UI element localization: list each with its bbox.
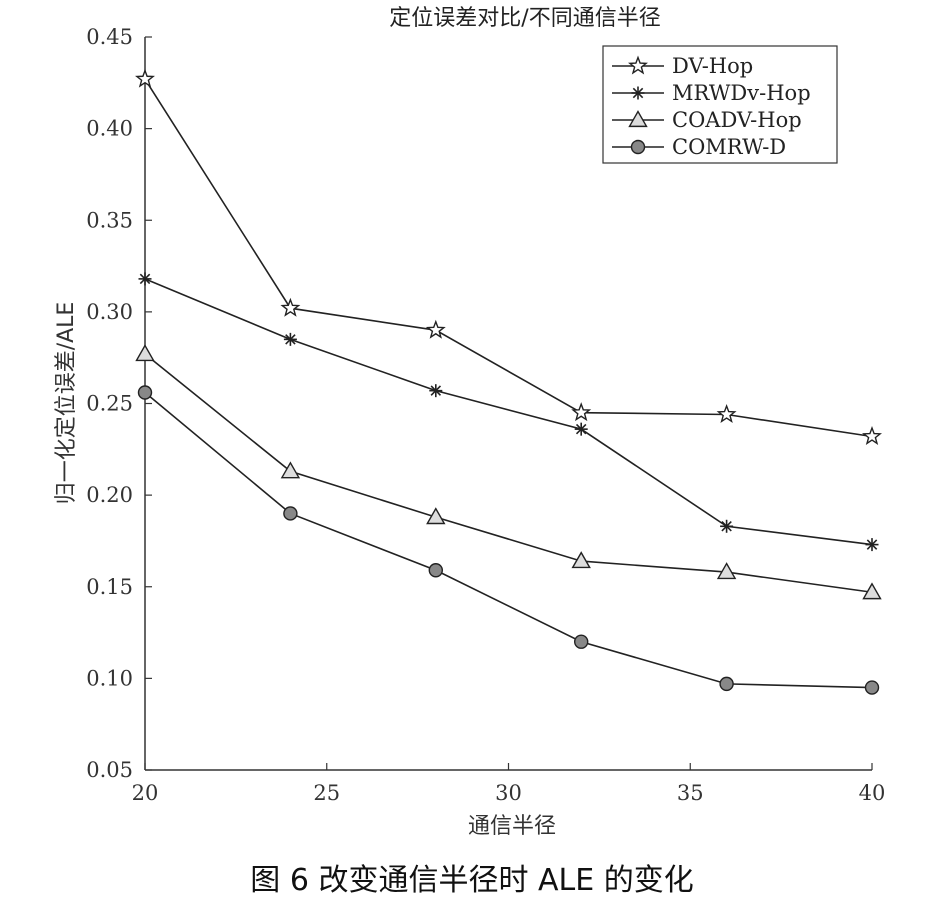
- data-point-coadv-hop: [280, 461, 301, 479]
- series-line-coadv-hop: [144, 353, 873, 594]
- y-tick-label: 0.10: [86, 666, 133, 690]
- legend-item-mrwdv-hop: MRWDv-Hop: [612, 81, 811, 105]
- series-line-comrw-d: [144, 391, 873, 689]
- y-tick-label: 0.45: [86, 25, 133, 49]
- data-point-coadv-hop: [571, 551, 591, 569]
- data-point-mrwdv-hop: [720, 519, 734, 533]
- y-tick-label: 0.25: [86, 392, 133, 416]
- data-point-comrw-d: [137, 385, 153, 400]
- data-point-dv-hop: [425, 319, 446, 339]
- data-point-coadv-hop: [426, 507, 446, 525]
- legend-marker: [628, 110, 648, 128]
- data-point-coadv-hop: [862, 582, 882, 600]
- x-ticks: 20 25 30 35 40: [132, 763, 886, 805]
- series-line-mrwdv-hop: [144, 278, 873, 546]
- legend-label: MRWDv-Hop: [672, 81, 811, 105]
- data-point-dv-hop: [716, 404, 737, 423]
- legend-marker: [631, 86, 645, 100]
- y-tick-label: 0.30: [86, 300, 133, 324]
- y-axis-title: 归一化定位误差/ALE: [54, 302, 79, 505]
- data-point-dv-hop: [280, 297, 301, 317]
- data-point-dv-hop: [571, 402, 592, 422]
- figure-caption: 图 6 改变通信半径时 ALE 的变化: [250, 863, 693, 898]
- y-tick-label: 0.15: [86, 575, 133, 599]
- series-mrwdv-hop: [138, 272, 879, 552]
- data-point-dv-hop: [862, 425, 882, 445]
- data-point-mrwdv-hop: [138, 272, 152, 286]
- data-point-comrw-d: [283, 506, 298, 521]
- legend-item-dv-hop: DV-Hop: [612, 54, 753, 78]
- data-point-dv-hop: [135, 68, 155, 88]
- x-tick-label: 35: [677, 781, 704, 805]
- y-tick-label: 0.35: [86, 208, 133, 232]
- series-coadv-hop: [135, 344, 882, 600]
- series-comrw-d: [137, 385, 880, 695]
- legend-label: DV-Hop: [672, 54, 753, 78]
- y-tick-label: 0.05: [86, 758, 133, 782]
- legend-label: COMRW-D: [672, 135, 786, 159]
- x-tick-label: 25: [313, 781, 340, 805]
- data-point-comrw-d: [574, 634, 589, 649]
- x-axis-title: 通信半径: [468, 814, 556, 839]
- x-tick-label: 20: [132, 781, 159, 805]
- legend: DV-Hop MRWDv-Hop COADV-Hop COMRW-D: [602, 45, 838, 164]
- data-point-mrwdv-hop: [283, 332, 297, 346]
- y-tick-label: 0.20: [86, 483, 133, 507]
- plot-area: 20 25 30 35 40 0.050.100.150.200.250.300.350…: [86, 25, 885, 805]
- data-point-coadv-hop: [135, 344, 155, 362]
- data-point-comrw-d: [864, 680, 880, 695]
- data-point-mrwdv-hop: [429, 384, 443, 398]
- series-line-dv-hop: [144, 78, 873, 438]
- x-tick-label: 40: [859, 781, 886, 805]
- legend-item-comrw-d: COMRW-D: [612, 135, 786, 159]
- x-tick-label: 30: [495, 781, 522, 805]
- legend-label: COADV-Hop: [672, 108, 802, 132]
- y-tick-label: 0.40: [86, 117, 133, 141]
- legend-item-coadv-hop: COADV-Hop: [612, 108, 802, 132]
- series-dv-hop: [135, 68, 882, 445]
- data-point-mrwdv-hop: [865, 538, 879, 552]
- y-ticks: 0.05 0.10 0.15 0.20 0.25 0.30 0.35 0.40 0.45: [86, 25, 152, 782]
- data-point-comrw-d: [428, 563, 443, 578]
- chart-title: 定位误差对比/不同通信半径: [389, 6, 660, 31]
- series-layer: [135, 68, 882, 695]
- legend-marker: [630, 139, 646, 155]
- legend-marker: [628, 55, 648, 75]
- data-point-comrw-d: [719, 676, 734, 692]
- data-point-mrwdv-hop: [574, 422, 588, 436]
- data-point-coadv-hop: [716, 562, 737, 580]
